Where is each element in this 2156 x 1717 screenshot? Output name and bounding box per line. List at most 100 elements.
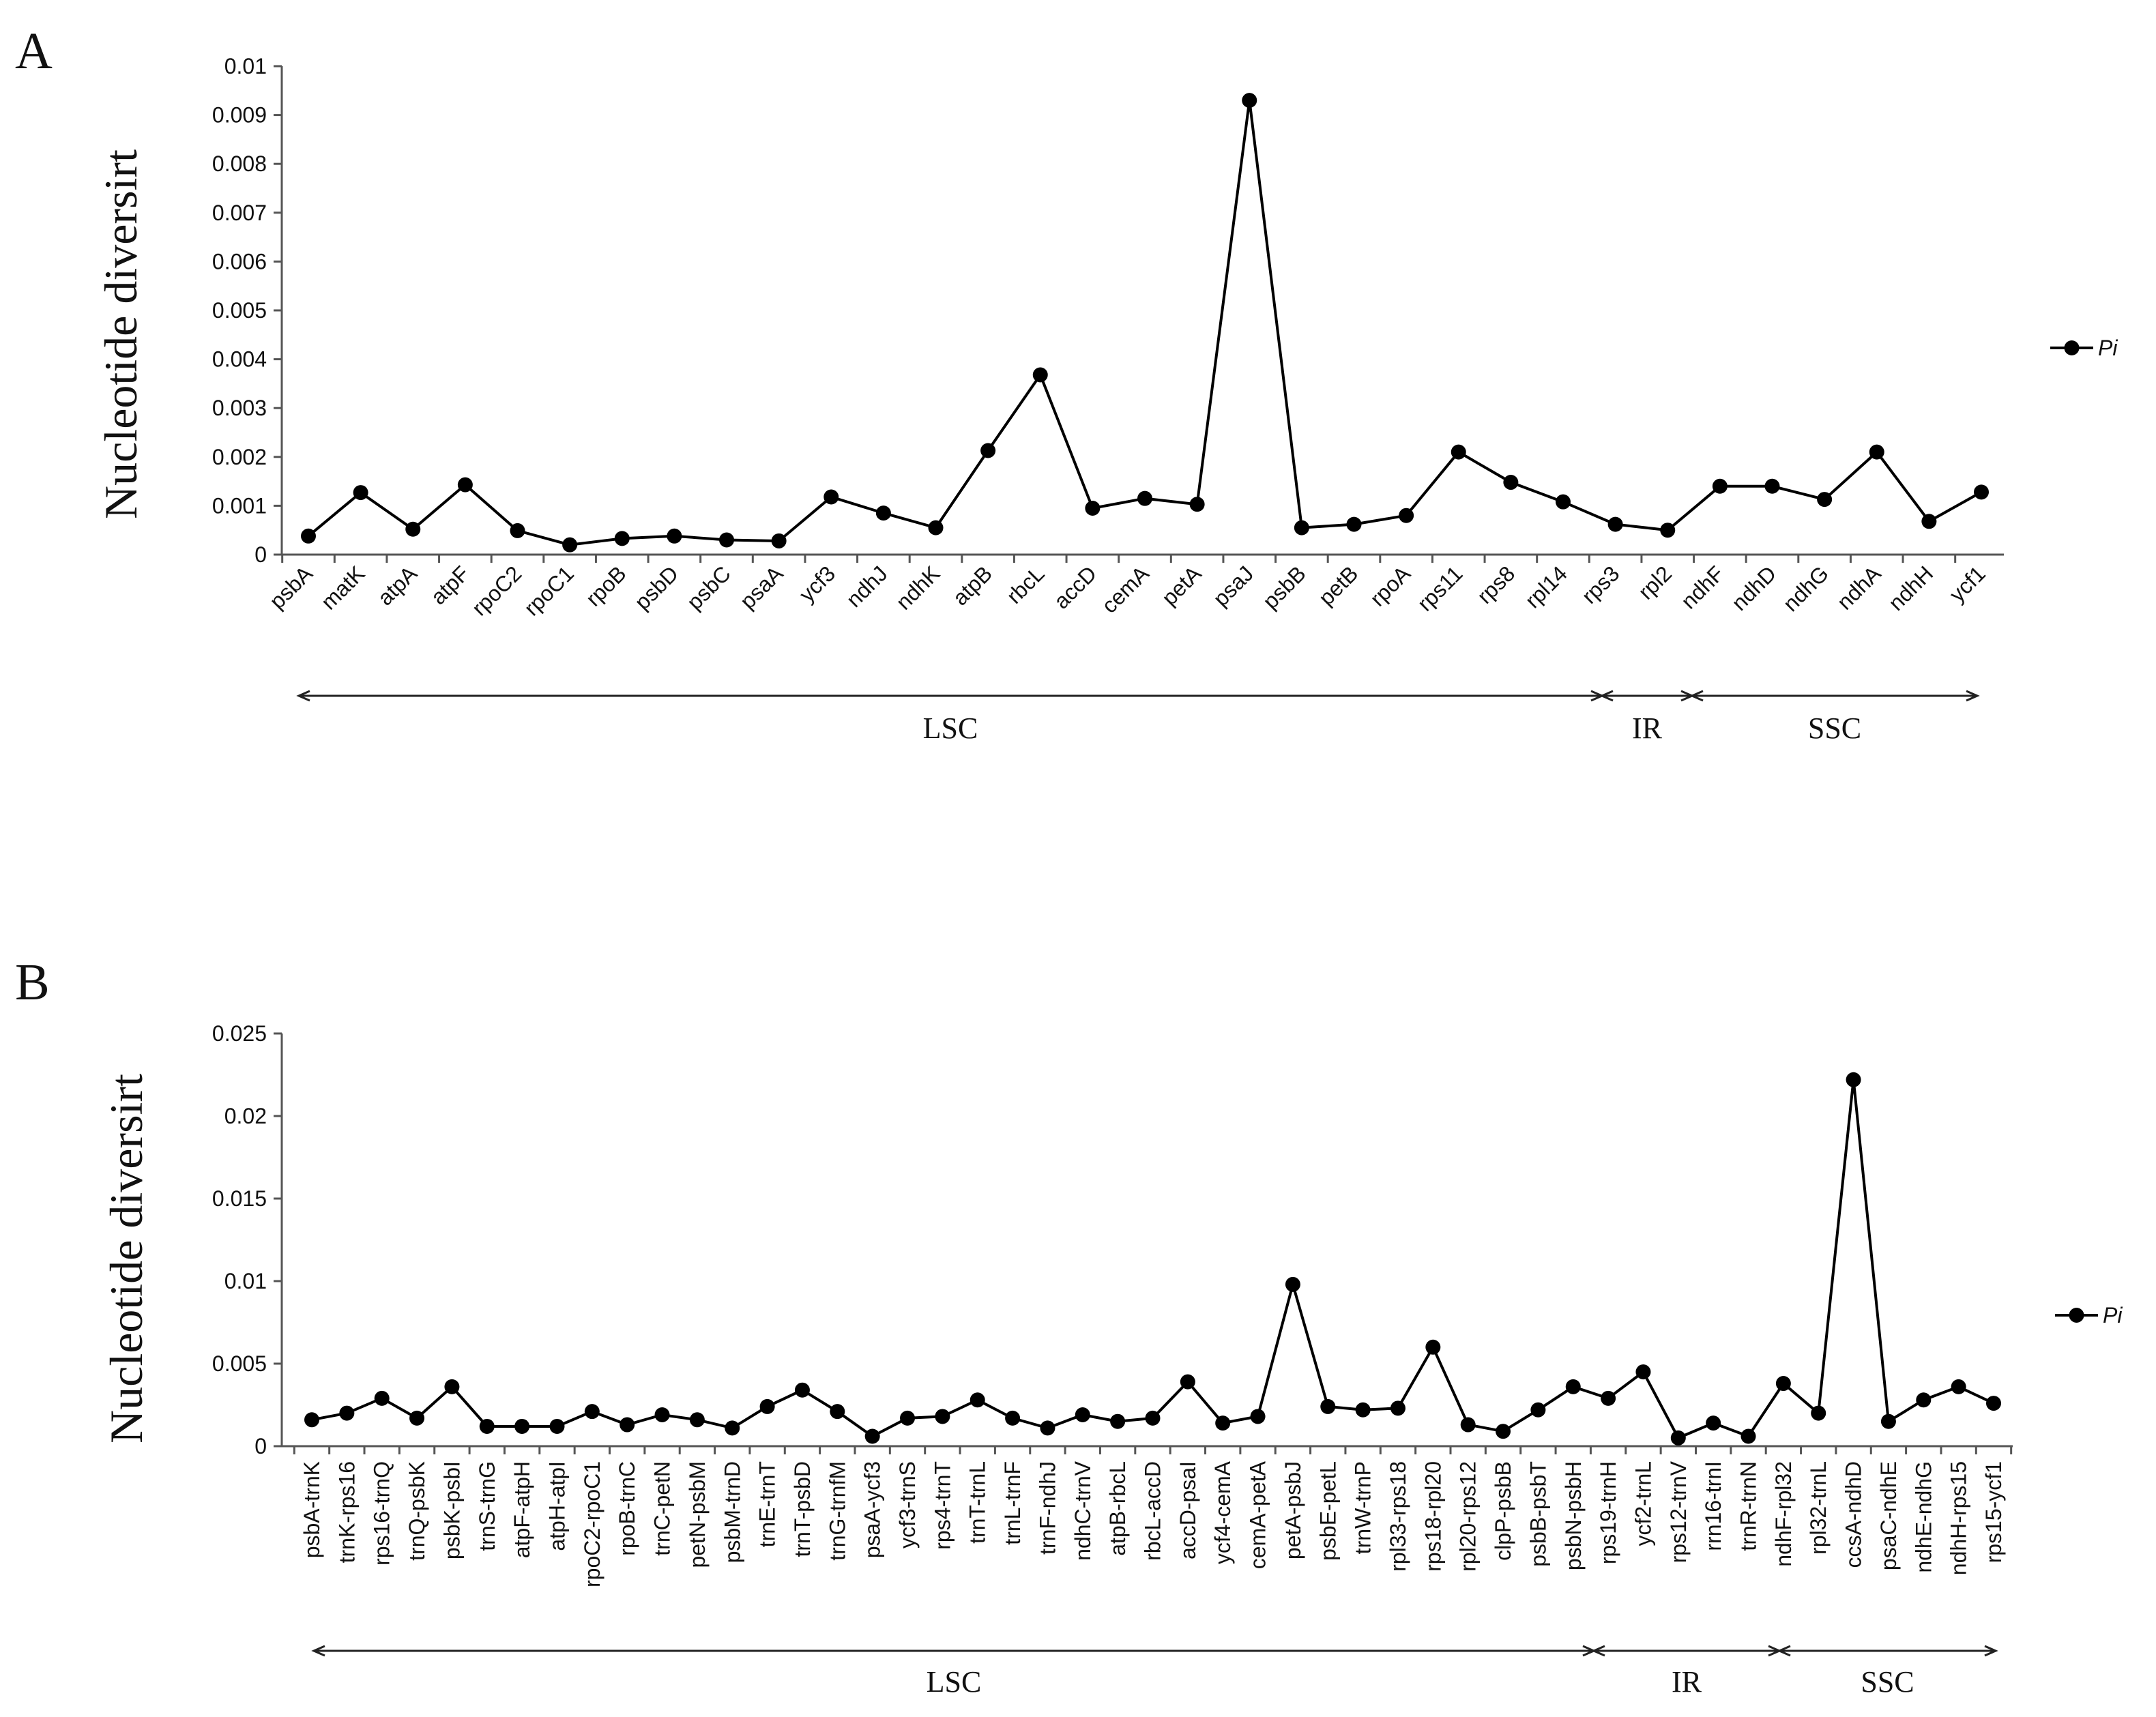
y-tick-label: 0.007 bbox=[212, 201, 267, 225]
x-tick-label: atpB bbox=[948, 561, 997, 610]
data-point bbox=[1775, 1376, 1791, 1392]
data-point bbox=[514, 1418, 530, 1434]
data-point bbox=[689, 1412, 705, 1428]
region-label: IR bbox=[1632, 711, 1663, 745]
panel-label: B bbox=[15, 954, 50, 1011]
data-point bbox=[1916, 1392, 1932, 1408]
x-tick-label: psaJ bbox=[1208, 561, 1258, 611]
region-label: IR bbox=[1672, 1665, 1702, 1699]
data-point bbox=[928, 520, 944, 535]
data-point bbox=[1869, 444, 1884, 460]
x-tick-label: rpoB-trnC bbox=[615, 1461, 639, 1556]
data-point bbox=[549, 1418, 565, 1434]
y-tick-label: 0.02 bbox=[224, 1104, 267, 1128]
y-tick-label: 0.001 bbox=[212, 493, 267, 518]
x-tick-label: rps11 bbox=[1412, 561, 1467, 615]
data-point bbox=[562, 537, 578, 553]
data-point bbox=[1811, 1405, 1826, 1421]
y-tick-label: 0.009 bbox=[212, 103, 267, 128]
data-point bbox=[1503, 475, 1519, 490]
data-point bbox=[935, 1409, 950, 1424]
x-tick-label: ccsA-ndhD bbox=[1841, 1461, 1866, 1568]
data-point bbox=[864, 1428, 880, 1444]
data-point bbox=[301, 528, 316, 544]
data-point bbox=[1399, 508, 1414, 523]
x-tick-label: ndhE-ndhG bbox=[1911, 1461, 1936, 1573]
data-point bbox=[900, 1410, 916, 1426]
x-tick-label: ndhD bbox=[1727, 561, 1781, 615]
data-point bbox=[1110, 1413, 1126, 1429]
data-point bbox=[405, 521, 421, 537]
x-tick-label: psbA bbox=[265, 561, 317, 613]
data-point bbox=[1189, 497, 1205, 512]
x-tick-label: accD bbox=[1049, 561, 1101, 613]
legend-label: Pi bbox=[2103, 1303, 2123, 1327]
data-point bbox=[970, 1392, 985, 1408]
x-tick-label: trnW-trnP bbox=[1351, 1461, 1375, 1554]
x-tick-label: cemA bbox=[1097, 561, 1154, 618]
data-point bbox=[1250, 1409, 1266, 1424]
y-tick-label: 0.004 bbox=[212, 347, 267, 372]
data-point bbox=[824, 489, 839, 505]
x-tick-label: ycf2-trnL bbox=[1631, 1461, 1655, 1546]
x-tick-label: ycf3-trnS bbox=[895, 1461, 920, 1549]
x-tick-label: ndhG bbox=[1778, 561, 1833, 616]
x-tick-label: rps15-ycf1 bbox=[1981, 1461, 2006, 1563]
x-tick-label: petB bbox=[1313, 561, 1363, 610]
x-tick-label: rpoC1 bbox=[519, 561, 579, 620]
x-tick-label: atpB-rbcL bbox=[1105, 1461, 1130, 1556]
x-tick-label: trnC-petN bbox=[650, 1461, 675, 1556]
x-tick-label: ycf4-cemA bbox=[1210, 1461, 1235, 1564]
y-tick-label: 0.01 bbox=[224, 54, 267, 78]
data-point bbox=[1320, 1398, 1336, 1414]
arrowhead-left-icon bbox=[1599, 690, 1614, 702]
data-point bbox=[1137, 490, 1152, 506]
data-point bbox=[1085, 500, 1101, 516]
arrowhead-left-icon bbox=[1777, 1645, 1791, 1657]
legend-label: Pi bbox=[2098, 336, 2118, 360]
x-tick-label: rps19-trnH bbox=[1596, 1461, 1620, 1564]
x-tick-label: rbcL bbox=[1002, 561, 1049, 608]
y-tick-label: 0.003 bbox=[212, 396, 267, 420]
x-tick-label: psbB bbox=[1258, 561, 1311, 613]
x-tick-label: accD-psaI bbox=[1176, 1461, 1200, 1559]
data-point bbox=[1075, 1407, 1090, 1423]
x-tick-label: rpl14 bbox=[1520, 561, 1572, 613]
x-tick-label: trnT-trnL bbox=[965, 1461, 990, 1544]
x-tick-label: ndhJ bbox=[841, 561, 892, 612]
data-point bbox=[771, 533, 787, 548]
data-point bbox=[725, 1420, 740, 1436]
data-point bbox=[1355, 1402, 1371, 1418]
x-tick-label: rpl33-rps18 bbox=[1386, 1461, 1410, 1572]
x-tick-label: rpoB bbox=[581, 561, 630, 611]
data-point bbox=[875, 505, 891, 521]
data-point bbox=[620, 1417, 635, 1433]
data-point bbox=[654, 1407, 670, 1423]
x-tick-label: cemA-petA bbox=[1246, 1461, 1270, 1569]
x-tick-label: trnG-trnfM bbox=[825, 1461, 849, 1561]
x-tick-label: atpF-atpH bbox=[510, 1461, 534, 1558]
x-tick-label: ndhK bbox=[891, 561, 944, 614]
data-point bbox=[1635, 1364, 1651, 1380]
x-tick-label: trnF-ndhJ bbox=[1035, 1461, 1060, 1555]
y-tick-label: 0 bbox=[254, 542, 267, 567]
x-tick-label: trnT-psbD bbox=[790, 1461, 815, 1557]
x-tick-label: trnK-rps16 bbox=[334, 1461, 359, 1563]
x-tick-label: rpoC2 bbox=[467, 561, 526, 620]
y-tick-label: 0.015 bbox=[212, 1186, 267, 1211]
x-tick-label: ycf1 bbox=[1944, 561, 1990, 606]
data-point bbox=[444, 1379, 460, 1394]
x-tick-label: clpP-psbB bbox=[1491, 1461, 1515, 1561]
data-point bbox=[353, 485, 368, 501]
data-point bbox=[719, 532, 734, 548]
data-point bbox=[1951, 1379, 1966, 1394]
x-tick-label: ycf3 bbox=[794, 561, 840, 606]
data-point bbox=[1706, 1415, 1721, 1431]
x-tick-label: psbM-trnD bbox=[720, 1461, 744, 1563]
panel-a: A Nucleotide diversirt 0 0.001 0.002 0.003 0.0… bbox=[15, 23, 2118, 745]
data-point bbox=[614, 531, 630, 546]
panel-b: B Nucleotide diversirt 0 0.005 0.01 0.015 0.02… bbox=[15, 954, 2123, 1699]
data-point bbox=[1215, 1415, 1231, 1431]
data-point bbox=[1921, 514, 1937, 529]
